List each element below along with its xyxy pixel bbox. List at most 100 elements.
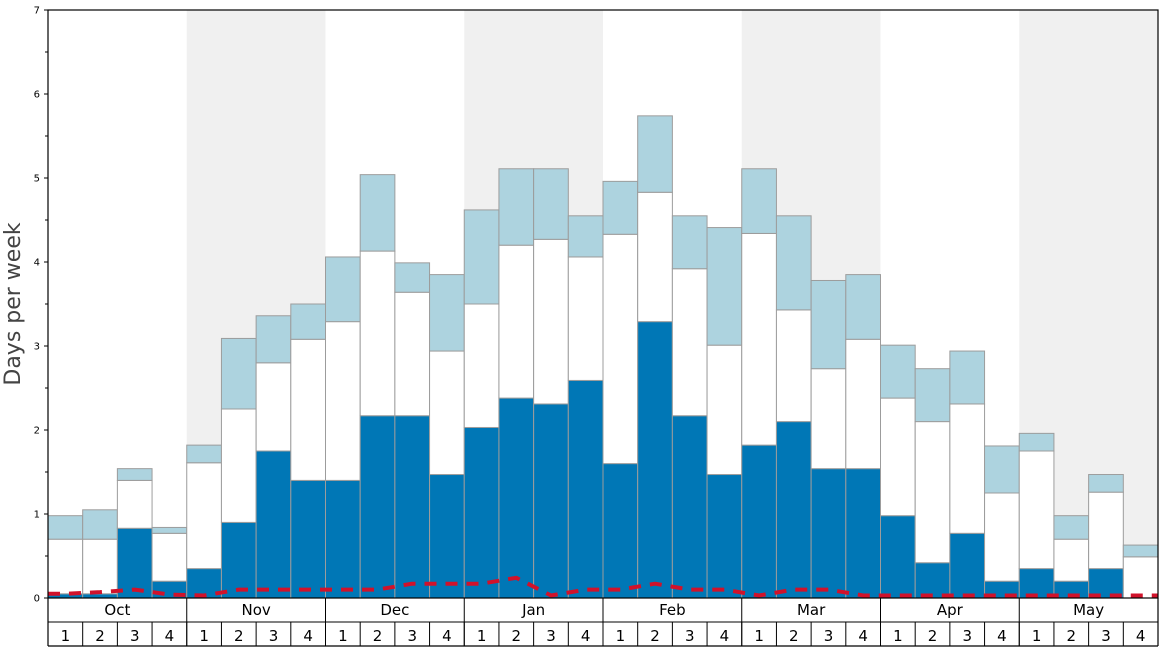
bar-dark-22: [775, 421, 812, 599]
bar-dark-18: [637, 321, 673, 599]
week-label: 3: [269, 627, 279, 645]
bar-dark-3: [116, 527, 153, 599]
bar-light-10: [359, 174, 396, 252]
bar-dark-27: [949, 532, 986, 599]
week-label: 1: [477, 627, 487, 645]
bar-dark-31: [1088, 568, 1124, 599]
week-label: 4: [1136, 627, 1146, 645]
bar-light-30: [1053, 515, 1090, 540]
bar-white-8: [290, 338, 326, 481]
bar-white-17: [602, 233, 639, 465]
bar-white-5: [186, 462, 222, 570]
bar-dark-7: [255, 450, 292, 599]
week-label: 2: [650, 627, 660, 645]
month-label-dec: Dec: [380, 601, 409, 619]
x-axis: Oct Nov Dec Jan Feb Mar Apr May 1 2 3 4 1 2 3 4 1 2 3 4 1 2 3 4…: [47, 598, 1159, 647]
month-label-may: May: [1073, 601, 1104, 619]
bar-light-5: [186, 444, 222, 464]
bar-white-19: [671, 268, 708, 417]
bar-white-28: [984, 492, 1020, 582]
bar-white-7: [255, 362, 292, 452]
week-label: 4: [858, 627, 868, 645]
bar-dark-15: [533, 403, 569, 599]
bar-white-15: [533, 238, 569, 405]
bar-light-16: [567, 215, 604, 258]
bar-dark-20: [706, 474, 743, 599]
bar-white-12: [429, 350, 465, 476]
bar-light-18: [637, 115, 673, 193]
week-label: 1: [61, 627, 71, 645]
bar-dark-2: [82, 593, 118, 599]
week-label: 4: [720, 627, 730, 645]
bar-dark-10: [359, 415, 396, 599]
bar-dark-12: [429, 474, 465, 599]
bar-light-32: [1122, 544, 1159, 558]
plot-frame: [47, 9, 1159, 599]
dashed-series: [48, 575, 1158, 598]
bar-white-3: [116, 479, 153, 529]
bar-dark-8: [290, 479, 326, 599]
week-label: 2: [928, 627, 938, 645]
bar-dark-13: [463, 426, 500, 599]
week-label: 3: [685, 627, 695, 645]
week-label: 1: [754, 627, 764, 645]
bar-white-13: [463, 303, 500, 428]
bar-light-29: [1018, 432, 1055, 452]
bar-light-3: [116, 468, 153, 481]
week-label: 1: [893, 627, 903, 645]
bar-white-10: [359, 250, 396, 417]
bar-white-26: [914, 421, 951, 564]
bar-dark-14: [498, 397, 535, 599]
bar-light-28: [984, 445, 1020, 494]
y-axis: 0 1 2 3 4 5 6 7: [34, 6, 48, 605]
week-label: 3: [1101, 627, 1111, 645]
bar-white-30: [1053, 538, 1090, 582]
bar-dark-16: [567, 379, 604, 599]
bar-dark-17: [602, 463, 639, 599]
bar-light-4: [151, 526, 188, 534]
bar-light-15: [533, 168, 569, 240]
bar-light-25: [880, 344, 916, 399]
y-tick-label: 2: [34, 426, 40, 437]
week-label: 3: [962, 627, 972, 645]
month-label-nov: Nov: [241, 601, 270, 619]
week-label: 4: [997, 627, 1007, 645]
month-label-oct: Oct: [104, 601, 130, 619]
bar-dark-23: [810, 468, 847, 599]
bar-dark-26: [914, 562, 951, 599]
week-label: 1: [338, 627, 348, 645]
bar-dark-21: [741, 444, 777, 599]
dashed-line: [48, 575, 1158, 598]
bar-light-27: [949, 350, 986, 405]
bar-light-17: [602, 180, 639, 235]
bar-white-23: [810, 368, 847, 470]
bar-white-31: [1088, 491, 1124, 570]
bar-light-23: [810, 279, 847, 370]
month-label-feb: Feb: [659, 601, 686, 619]
y-tick-label: 7: [34, 6, 40, 17]
bar-light-26: [914, 368, 951, 423]
y-tick-label: 6: [34, 90, 40, 101]
week-label: 2: [512, 627, 522, 645]
week-label: 4: [165, 627, 175, 645]
bar-light-22: [775, 215, 812, 311]
bar-light-7: [255, 315, 292, 364]
bar-white-11: [394, 291, 431, 417]
bar-white-16: [567, 256, 604, 381]
week-label: 3: [546, 627, 556, 645]
week-label: 1: [199, 627, 209, 645]
bars: [47, 115, 1159, 599]
bar-dark-9: [325, 479, 361, 599]
bar-light-14: [498, 168, 535, 246]
month-label-mar: Mar: [797, 601, 826, 619]
week-label: 1: [616, 627, 626, 645]
bar-dark-6: [220, 521, 257, 599]
bar-light-9: [325, 256, 361, 323]
bar-light-31: [1088, 474, 1124, 493]
bar-white-6: [220, 408, 257, 523]
week-label: 4: [581, 627, 591, 645]
bar-white-2: [82, 538, 118, 595]
bar-white-29: [1018, 450, 1055, 570]
